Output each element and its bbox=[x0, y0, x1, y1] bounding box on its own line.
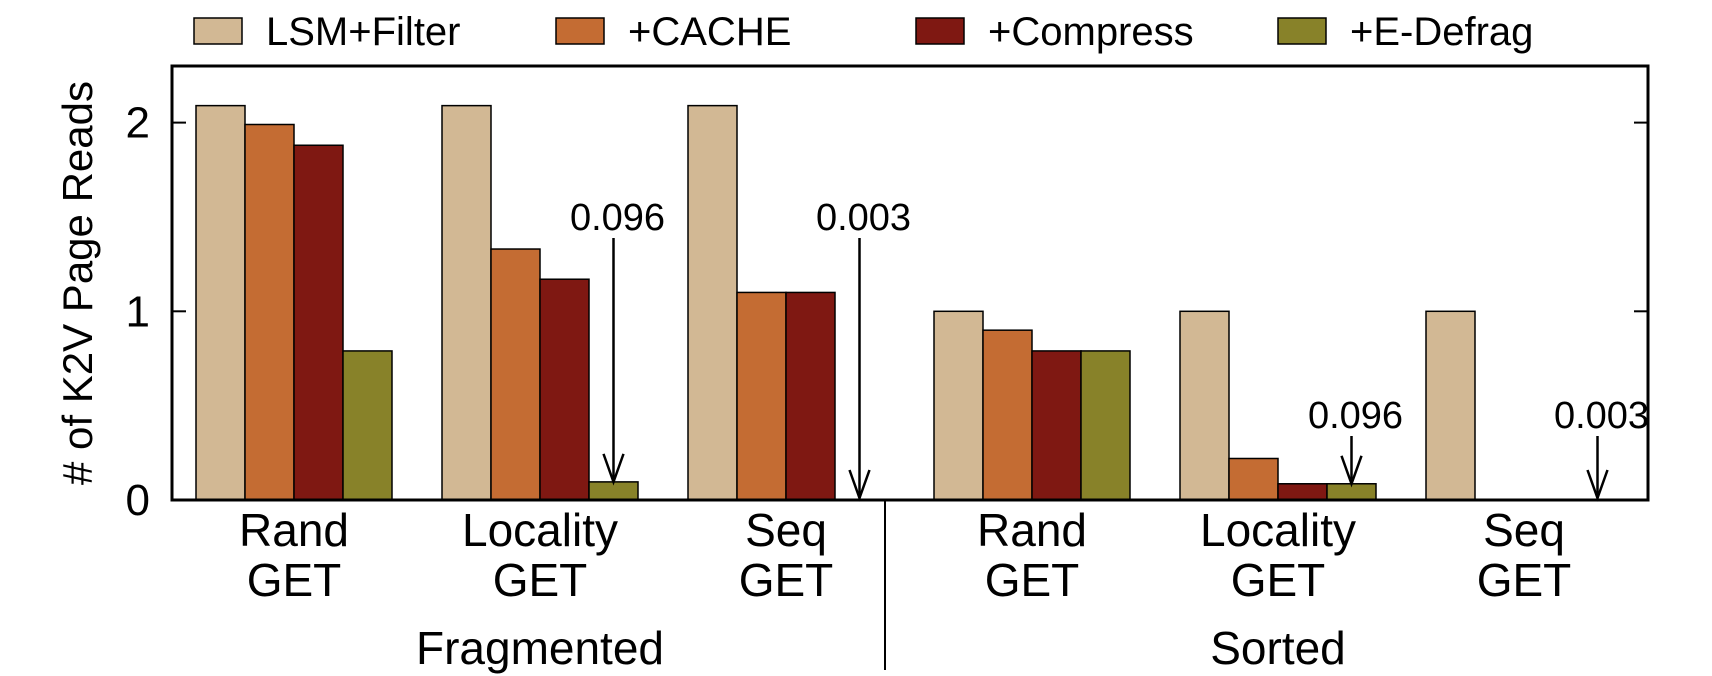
x-tick-label: Rand bbox=[239, 504, 349, 556]
legend-label: +Compress bbox=[988, 10, 1194, 54]
y-axis-title: # of K2V Page Reads bbox=[54, 81, 101, 485]
x-tick-label: GET bbox=[247, 554, 342, 606]
x-tick-label: GET bbox=[1231, 554, 1326, 606]
legend-swatch bbox=[915, 17, 965, 45]
x-axis: RandGETLocalityGETSeqGETRandGETLocalityG… bbox=[239, 500, 1571, 674]
bar bbox=[1425, 310, 1476, 501]
plot-frame bbox=[170, 64, 1650, 502]
x-tick-label: Seq bbox=[745, 504, 827, 556]
annotation-arrowhead bbox=[1340, 455, 1363, 488]
legend-swatch bbox=[193, 17, 243, 45]
legend-label: +E-Defrag bbox=[1350, 10, 1533, 54]
annotation-arrowhead bbox=[1586, 469, 1609, 502]
bar bbox=[293, 144, 344, 501]
bar bbox=[982, 329, 1033, 501]
bar bbox=[342, 350, 393, 501]
annotation-label: 0.003 bbox=[1554, 395, 1649, 437]
x-tick-label: GET bbox=[1477, 554, 1572, 606]
bar bbox=[441, 104, 492, 501]
legend-label: LSM+Filter bbox=[266, 10, 461, 54]
legend-swatch bbox=[555, 17, 605, 45]
group-label: Fragmented bbox=[416, 622, 664, 674]
legend: LSM+Filter +CACHE +Compress +E-Defrag bbox=[193, 10, 1533, 54]
legend-label: +CACHE bbox=[628, 10, 791, 54]
bar bbox=[785, 291, 836, 501]
x-tick-label: Locality bbox=[1200, 504, 1356, 556]
bar bbox=[1228, 457, 1279, 501]
annotation-arrowhead bbox=[848, 469, 871, 502]
annotation-arrowhead bbox=[602, 453, 625, 486]
bar bbox=[1179, 310, 1230, 501]
annotation-label: 0.096 bbox=[1308, 395, 1403, 437]
bar bbox=[687, 104, 738, 501]
bar bbox=[490, 248, 541, 501]
x-tick-label: Seq bbox=[1483, 504, 1565, 556]
bar bbox=[736, 291, 787, 501]
x-tick-label: Rand bbox=[977, 504, 1087, 556]
bar bbox=[1277, 483, 1328, 501]
annotation-label: 0.003 bbox=[816, 197, 911, 239]
bar bbox=[539, 278, 590, 501]
y-axis: 0 1 2 bbox=[126, 99, 1648, 525]
x-tick-label: Locality bbox=[462, 504, 618, 556]
group-label: Sorted bbox=[1210, 622, 1346, 674]
bar bbox=[195, 104, 246, 501]
bar bbox=[1031, 350, 1082, 501]
y-tick-label: 1 bbox=[126, 287, 150, 336]
annotation-label: 0.096 bbox=[570, 197, 665, 239]
x-tick-label: GET bbox=[985, 554, 1080, 606]
bar bbox=[244, 123, 295, 501]
annotations: 0.096 0.003 0.096 0.003 bbox=[570, 197, 1649, 502]
x-tick-label: GET bbox=[493, 554, 588, 606]
y-tick-label: 0 bbox=[126, 476, 150, 525]
bar bbox=[933, 310, 984, 501]
y-tick-label: 2 bbox=[126, 99, 150, 148]
x-tick-label: GET bbox=[739, 554, 834, 606]
bars bbox=[195, 104, 1623, 501]
legend-swatch bbox=[1277, 17, 1327, 45]
bar bbox=[1080, 350, 1131, 501]
